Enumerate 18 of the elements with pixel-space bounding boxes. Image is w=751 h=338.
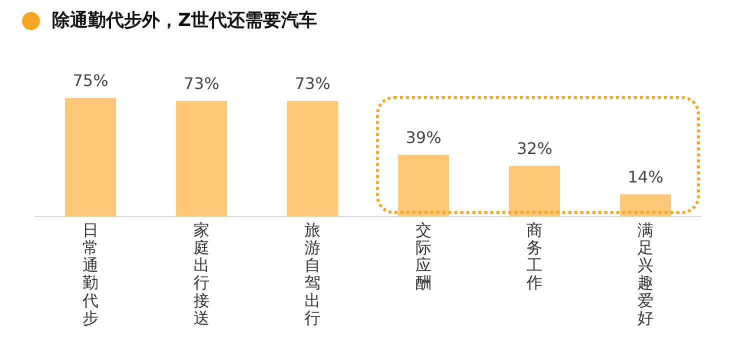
x-tick-label: 商务工作 — [526, 220, 542, 292]
x-tick-label: 交际应酬 — [416, 220, 432, 292]
data-label: 73% — [294, 74, 330, 94]
x-tick-label: 旅游自驾出行 — [304, 220, 320, 328]
data-label: 75% — [72, 71, 108, 90]
data-label: 32% — [516, 138, 552, 158]
bar — [286, 101, 338, 216]
x-tick-label: 日常通勤代步 — [82, 220, 98, 328]
x-tick-label: 家庭出行接送 — [194, 220, 210, 328]
bar — [176, 101, 228, 216]
data-label: 39% — [406, 128, 442, 147]
bar — [508, 166, 560, 216]
data-label: 73% — [184, 74, 220, 94]
bar — [398, 154, 450, 216]
chart-title: 除通勤代步外，Z世代还需要汽车 — [52, 9, 318, 32]
x-tick-label: 满足兴趣爱好 — [638, 220, 654, 328]
data-label: 14% — [628, 167, 664, 186]
bar — [64, 98, 116, 216]
